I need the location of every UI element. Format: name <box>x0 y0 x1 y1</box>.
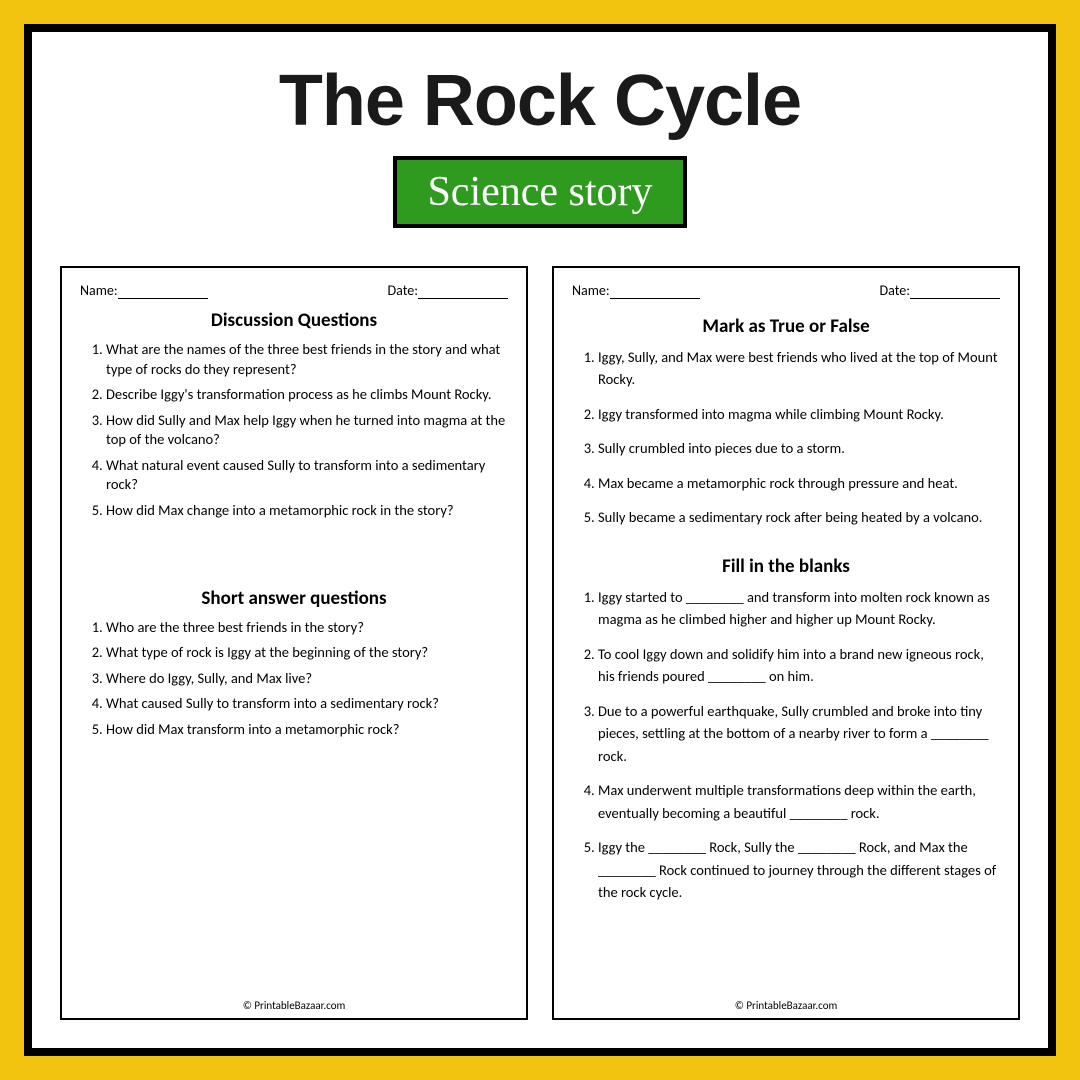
list-item: Iggy the ________ Rock, Sully the ______… <box>598 836 1000 903</box>
name-label: Name: <box>572 282 610 299</box>
name-label: Name: <box>80 282 118 299</box>
badge-container: Science story <box>60 156 1020 228</box>
list-item: What are the names of the three best fri… <box>106 340 508 379</box>
section-title: Mark as True or False <box>572 315 1000 338</box>
sheet-header: Name: Date: <box>80 282 508 299</box>
list-item: What caused Sully to transform into a se… <box>106 694 508 714</box>
worksheet-frame: The Rock Cycle Science story Name: Date:… <box>24 24 1056 1056</box>
badge-text: Science story <box>427 169 652 215</box>
page-title: The Rock Cycle <box>60 60 1020 142</box>
list-item: Who are the three best friends in the st… <box>106 618 508 638</box>
list-item: What type of rock is Iggy at the beginni… <box>106 643 508 663</box>
discussion-questions: What are the names of the three best fri… <box>80 340 508 527</box>
list-item: How did Sully and Max help Iggy when he … <box>106 411 508 450</box>
short-answer-questions: Who are the three best friends in the st… <box>80 618 508 746</box>
list-item: Due to a powerful earthquake, Sully crum… <box>598 700 1000 767</box>
worksheet-right: Name: Date: Mark as True or False Iggy, … <box>552 266 1020 1020</box>
fill-blank-questions: Iggy started to ________ and transform i… <box>572 586 1000 916</box>
date-label: Date: <box>880 282 910 299</box>
section-title: Fill in the blanks <box>572 555 1000 578</box>
list-item: Iggy transformed into magma while climbi… <box>598 403 1000 425</box>
subject-badge: Science story <box>393 156 686 228</box>
list-item: How did Max transform into a metamorphic… <box>106 720 508 740</box>
section-title: Discussion Questions <box>80 309 508 332</box>
list-item: Describe Iggy's transformation process a… <box>106 385 508 405</box>
date-line <box>910 298 1000 299</box>
sheet-header: Name: Date: <box>572 282 1000 299</box>
list-item: How did Max change into a metamorphic ro… <box>106 501 508 521</box>
list-item: Max underwent multiple transformations d… <box>598 779 1000 824</box>
worksheet-row: Name: Date: Discussion Questions What ar… <box>60 266 1020 1020</box>
date-field: Date: <box>388 282 508 299</box>
worksheet-left: Name: Date: Discussion Questions What ar… <box>60 266 528 1020</box>
list-item: Sully became a sedimentary rock after be… <box>598 506 1000 528</box>
list-item: Sully crumbled into pieces due to a stor… <box>598 437 1000 459</box>
list-item: To cool Iggy down and solidify him into … <box>598 643 1000 688</box>
name-line <box>118 298 208 299</box>
list-item: Max became a metamorphic rock through pr… <box>598 472 1000 494</box>
name-field: Name: <box>80 282 208 299</box>
copyright: © PrintableBazaar.com <box>572 995 1000 1012</box>
date-field: Date: <box>880 282 1000 299</box>
date-line <box>418 298 508 299</box>
name-field: Name: <box>572 282 700 299</box>
list-item: What natural event caused Sully to trans… <box>106 456 508 495</box>
copyright: © PrintableBazaar.com <box>80 995 508 1012</box>
name-line <box>610 298 700 299</box>
list-item: Iggy, Sully, and Max were best friends w… <box>598 346 1000 391</box>
date-label: Date: <box>388 282 418 299</box>
list-item: Iggy started to ________ and transform i… <box>598 586 1000 631</box>
true-false-questions: Iggy, Sully, and Max were best friends w… <box>572 346 1000 541</box>
list-item: Where do Iggy, Sully, and Max live? <box>106 669 508 689</box>
section-title: Short answer questions <box>80 587 508 610</box>
